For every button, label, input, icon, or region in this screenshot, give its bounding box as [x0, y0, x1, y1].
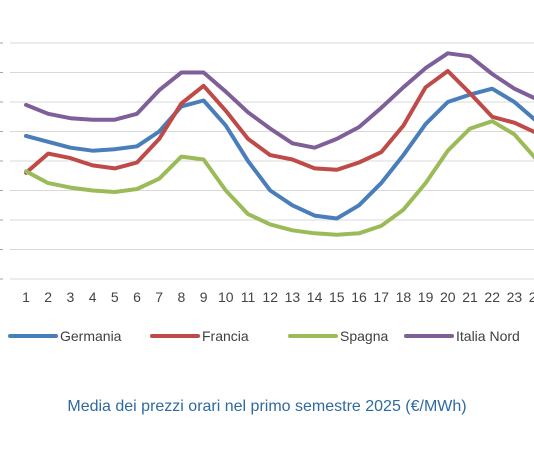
legend-label: Francia — [202, 328, 249, 344]
x-tick-label: 15 — [329, 289, 345, 305]
x-tick-label: 7 — [155, 289, 163, 305]
x-tick-label: 13 — [285, 289, 301, 305]
x-tick-label: 8 — [178, 289, 186, 305]
legend-label: Spagna — [340, 328, 388, 344]
series-line-francia — [24, 69, 534, 175]
x-tick-label: 6 — [133, 289, 141, 305]
x-tick-label: 11 — [241, 289, 256, 305]
series-line-germania — [24, 86, 534, 221]
series-line-italia-nord — [24, 51, 534, 150]
series-lines — [24, 51, 534, 237]
x-tick-label: 2 — [44, 289, 52, 305]
x-tick-label: 18 — [396, 289, 412, 305]
x-tick-label: 9 — [200, 289, 208, 305]
x-tick-label: 23 — [507, 289, 523, 305]
x-tick-label: 14 — [307, 289, 323, 305]
x-axis-ticks: 123456789101112131415161718192021222324 — [22, 289, 534, 305]
legend-label: Italia Nord — [456, 328, 520, 344]
x-tick-label: 17 — [373, 289, 389, 305]
x-tick-label: 4 — [89, 289, 97, 305]
legend: Germania Francia Spagna Italia Nord — [8, 328, 520, 344]
x-tick-label: 21 — [462, 289, 478, 305]
chart-caption: Media dei prezzi orari nel primo semestr… — [67, 398, 467, 415]
x-tick-label: 20 — [440, 289, 456, 305]
x-tick-label: 3 — [67, 289, 75, 305]
x-tick-label: 12 — [262, 289, 278, 305]
x-tick-label: 24 — [529, 289, 534, 305]
x-tick-label: 5 — [111, 289, 119, 305]
x-tick-label: 1 — [22, 289, 30, 305]
x-tick-label: 10 — [218, 289, 234, 305]
series-line-spagna — [24, 119, 534, 237]
x-tick-label: 16 — [351, 289, 367, 305]
x-tick-label: 22 — [484, 289, 500, 305]
legend-label: Germania — [60, 328, 122, 344]
x-tick-label: 19 — [418, 289, 434, 305]
